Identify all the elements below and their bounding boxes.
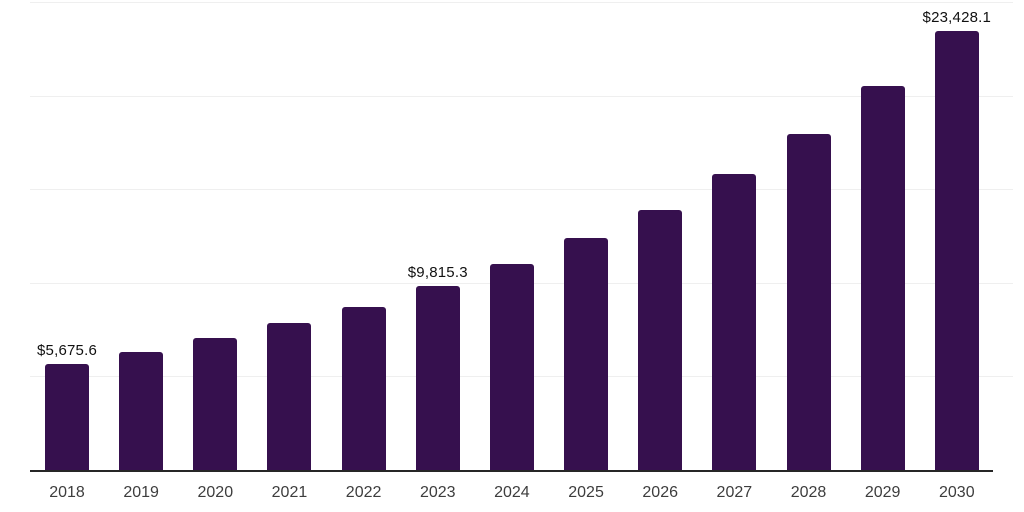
x-tick-label-2018: 2018 [49,484,85,501]
bar-2030[interactable]: $23,428.1 2030 [923,9,991,501]
x-tick-label-2022: 2022 [345,484,382,501]
bar-2025[interactable]: 2025 [564,238,609,501]
x-tick-label-2020: 2020 [197,484,234,501]
bar-value-label-2018: $5,675.6 [37,341,97,359]
x-tick-label-2025: 2025 [568,484,604,501]
gridline-15000 [30,189,1013,191]
x-tick-label-2026: 2026 [642,484,678,501]
x-tick-label-2021: 2021 [271,484,308,501]
bar-2018[interactable]: $5,675.6 2018 [37,342,97,501]
x-axis-line [30,470,993,472]
bar-2024[interactable]: 2024 [489,264,534,501]
x-tick-label-2019: 2019 [123,484,159,501]
x-tick-label-2023: 2023 [419,484,456,501]
bar-2028[interactable]: 2028 [786,134,831,501]
bar-2020[interactable]: 2020 [193,338,238,501]
bar-2019[interactable]: 2019 [119,351,164,501]
x-tick-label-2030: 2030 [939,484,975,501]
bar-2027[interactable]: 2027 [712,174,757,501]
x-tick-label-2027: 2027 [716,484,753,501]
gridline-20000 [30,95,1013,97]
gridline-25000 [30,2,1013,3]
x-tick-label-2029: 2029 [864,484,901,501]
bar-value-label-2023: $9,815.3 [407,264,468,282]
bar-2029[interactable]: 2029 [860,86,905,501]
bar-2022[interactable]: 2022 [341,306,386,501]
bar-value-label-2030: $23,428.1 [922,9,992,27]
bar-2023[interactable]: $9,815.3 2023 [408,264,468,501]
x-tick-label-2024: 2024 [494,484,530,501]
bar-2026[interactable]: 2026 [638,209,683,501]
bar-2021[interactable]: 2021 [267,322,312,501]
plot-area: $5,675.6 2018 2019 2020 2021 2022 $9,815.3 2023… [30,2,1013,501]
x-tick-label-2028: 2028 [790,484,827,501]
